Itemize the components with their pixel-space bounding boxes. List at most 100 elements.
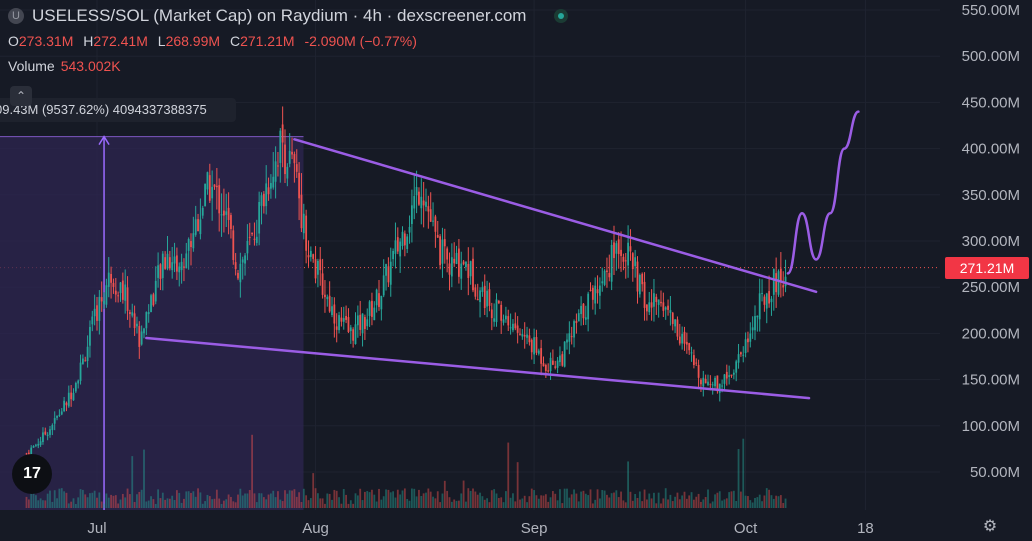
- volume-bar: [629, 491, 632, 508]
- volume-bar: [364, 491, 366, 508]
- collapse-legend-button[interactable]: ⌃: [10, 86, 32, 106]
- candle-body: [408, 226, 411, 233]
- volume-bar: [394, 497, 397, 508]
- trendlines[interactable]: [145, 110, 860, 400]
- candle-body: [154, 280, 157, 302]
- volume-bar: [272, 490, 275, 508]
- candle-body: [723, 374, 726, 384]
- volume-bar: [131, 456, 134, 508]
- current-price-label: 271.21M: [945, 257, 1029, 279]
- volume-bar: [347, 503, 350, 508]
- volume-bar: [392, 491, 394, 508]
- candle-body: [312, 254, 315, 259]
- price-axis-label: 250.00M: [962, 279, 1020, 296]
- candle-body: [544, 364, 547, 371]
- candle-body: [483, 285, 486, 309]
- candle-body: [389, 261, 392, 285]
- volume-bar: [129, 494, 131, 508]
- candle-body: [422, 200, 425, 206]
- volume-bar: [37, 500, 40, 508]
- volume-bar: [204, 501, 206, 508]
- volume-bar: [335, 490, 338, 508]
- volume-bar: [636, 498, 639, 508]
- volume-bar: [772, 498, 775, 508]
- volume-bar: [136, 494, 138, 508]
- volume-bar: [354, 493, 357, 508]
- volume-bar: [126, 488, 129, 508]
- candle-body: [171, 262, 174, 271]
- volume-bar: [556, 500, 559, 508]
- candle-body: [596, 289, 599, 294]
- volume-bar: [63, 491, 65, 508]
- volume-bar: [533, 490, 535, 508]
- candle-body: [566, 339, 568, 343]
- time-axis[interactable]: Jul Aug Sep Oct 18: [87, 520, 873, 537]
- low-value: 268.99M: [165, 33, 221, 49]
- close-label: C: [229, 33, 241, 49]
- price-axis-label: 50.00M: [970, 464, 1020, 481]
- candle-body: [784, 276, 787, 287]
- volume-bar: [528, 496, 531, 508]
- time-axis-label: Sep: [521, 520, 548, 537]
- volume-bar: [251, 434, 253, 508]
- volume-bar: [65, 492, 68, 508]
- candle-body: [559, 355, 561, 363]
- candle-body: [403, 233, 406, 246]
- volume-bar: [286, 493, 289, 508]
- volume-bar: [145, 501, 148, 508]
- candle-body: [262, 193, 265, 207]
- candle-body: [340, 317, 343, 322]
- candle-body: [89, 326, 91, 346]
- candle-body: [197, 219, 199, 232]
- high-label: H: [83, 33, 94, 49]
- candle-body: [434, 216, 437, 232]
- volume-bar: [582, 490, 585, 508]
- volume-bar: [439, 502, 441, 508]
- candle-body: [768, 291, 770, 304]
- volume-bar: [596, 489, 599, 508]
- tradingview-logo[interactable]: 17: [12, 454, 52, 494]
- candle-body: [49, 429, 51, 435]
- candle-body: [194, 219, 197, 235]
- volume-bar: [561, 503, 564, 508]
- volume-bar: [441, 493, 444, 508]
- candle-body: [248, 236, 251, 238]
- chart-title[interactable]: USELESS/SOL (Market Cap) on Raydium · 4h…: [32, 6, 527, 25]
- volume-bar: [418, 489, 420, 508]
- volume-bar: [190, 492, 192, 508]
- volume-bar: [218, 498, 221, 508]
- candle-body: [413, 196, 416, 209]
- price-axis[interactable]: 550.00M 500.00M 450.00M 400.00M 350.00M 300.0…: [962, 2, 1020, 481]
- candle-body: [497, 300, 500, 304]
- candle-body: [100, 297, 103, 302]
- volume-bar: [502, 502, 505, 508]
- volume-bar: [622, 500, 625, 508]
- candle-body: [152, 294, 155, 306]
- candle-body: [305, 215, 308, 251]
- volume-bar: [401, 490, 404, 508]
- candle-body: [563, 341, 566, 367]
- candle-body: [495, 299, 498, 323]
- candle-body: [641, 273, 644, 285]
- volume-bar: [82, 489, 84, 508]
- volume-bar: [747, 496, 749, 508]
- candle-body: [443, 239, 446, 247]
- candle-body: [37, 443, 40, 446]
- settings-gear-icon[interactable]: ⚙: [982, 518, 998, 535]
- volume-bar: [521, 498, 524, 508]
- volume-bar: [730, 491, 733, 508]
- volume-bar: [270, 493, 272, 508]
- candle-body: [302, 213, 305, 234]
- candle-body: [265, 183, 268, 207]
- volume-bar: [458, 500, 460, 508]
- candle-body: [460, 263, 463, 279]
- candle-body: [58, 414, 61, 416]
- volume-bar: [67, 503, 70, 508]
- volume-bar: [671, 501, 674, 508]
- volume-bar: [784, 498, 787, 508]
- candle-body: [70, 392, 73, 400]
- volume-bar: [44, 500, 47, 508]
- volume-bar: [700, 501, 702, 508]
- volume-bar: [742, 438, 745, 508]
